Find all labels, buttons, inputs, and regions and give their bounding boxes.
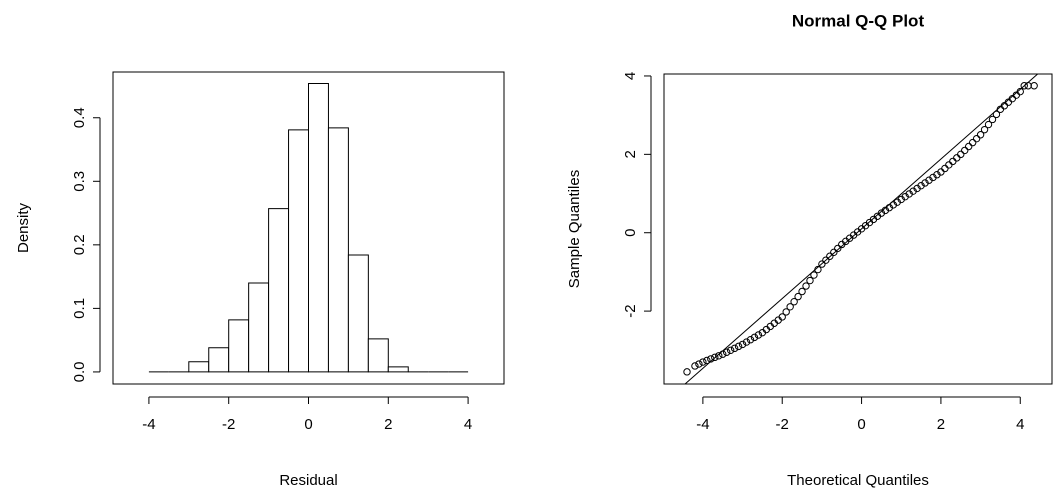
y-tick-label: 0.2 bbox=[71, 234, 88, 255]
plot-box bbox=[663, 73, 1053, 385]
sample-point bbox=[703, 356, 711, 365]
x-tick-label: 0 bbox=[857, 416, 865, 433]
sample-point bbox=[738, 340, 747, 349]
histogram-bar bbox=[347, 254, 369, 373]
y-tick-label: 0.1 bbox=[71, 298, 88, 319]
sample-point bbox=[980, 125, 989, 134]
sample-point bbox=[683, 368, 691, 376]
histogram-bar bbox=[228, 319, 250, 373]
sample-point bbox=[964, 142, 973, 151]
x-tick-label: 4 bbox=[464, 416, 472, 433]
y-tick-label: 0 bbox=[622, 229, 639, 237]
sample-point bbox=[1020, 82, 1028, 90]
sample-point bbox=[798, 287, 806, 296]
sample-point bbox=[1016, 87, 1024, 96]
sample-point bbox=[968, 138, 977, 147]
x-tick-label: 4 bbox=[1016, 416, 1024, 433]
sample-point bbox=[715, 352, 723, 360]
histogram-bar bbox=[248, 282, 270, 373]
sample-point bbox=[826, 252, 834, 260]
chart-title: Normal Q-Q Plot bbox=[792, 11, 925, 30]
sample-point bbox=[730, 344, 739, 353]
x-tick-label: 2 bbox=[937, 416, 945, 433]
sample-point bbox=[830, 248, 838, 257]
histogram-bar bbox=[268, 208, 290, 373]
sample-point bbox=[810, 271, 818, 279]
sample-point bbox=[754, 331, 763, 339]
histogram-bar bbox=[367, 338, 389, 373]
x-tick-label: -2 bbox=[776, 416, 789, 433]
x-tick-label: 0 bbox=[304, 416, 312, 433]
plot-area bbox=[683, 74, 1039, 384]
sample-point bbox=[949, 157, 957, 166]
sample-point bbox=[699, 358, 707, 366]
sample-point bbox=[1024, 82, 1032, 90]
x-tick-label: -4 bbox=[696, 416, 709, 433]
plot-box bbox=[112, 71, 505, 385]
sample-point bbox=[746, 336, 755, 344]
histogram-bar bbox=[208, 347, 230, 373]
sample-point bbox=[707, 355, 715, 363]
y-axis-label: Sample Quantiles bbox=[566, 170, 583, 288]
sample-point bbox=[976, 131, 985, 139]
sample-point bbox=[695, 360, 703, 368]
sample-point bbox=[988, 115, 997, 124]
y-tick-label: 4 bbox=[622, 72, 639, 80]
sample-point bbox=[786, 303, 794, 311]
sample-point bbox=[941, 164, 949, 173]
x-tick-label: 2 bbox=[384, 416, 392, 433]
x-tick-label: -4 bbox=[142, 416, 155, 433]
sample-point bbox=[782, 308, 790, 316]
sample-point bbox=[806, 276, 814, 285]
sample-point bbox=[945, 161, 953, 169]
histogram-bar bbox=[387, 366, 409, 373]
x-axis-label: Residual bbox=[279, 472, 337, 489]
sample-point bbox=[794, 292, 802, 301]
y-tick-label: 0.0 bbox=[71, 361, 88, 382]
sample-point bbox=[818, 260, 826, 268]
sample-point bbox=[802, 282, 810, 290]
reference-line bbox=[684, 74, 1039, 384]
sample-point bbox=[953, 154, 961, 162]
histogram-bar bbox=[327, 127, 349, 373]
sample-point bbox=[790, 297, 798, 306]
x-tick-label: -2 bbox=[222, 416, 235, 433]
sample-point bbox=[822, 256, 830, 264]
x-axis-label: Theoretical Quantiles bbox=[787, 472, 929, 489]
sample-point bbox=[711, 353, 719, 362]
sample-point bbox=[719, 350, 727, 358]
histogram-bar bbox=[288, 129, 309, 373]
y-tick-label: 0.4 bbox=[71, 107, 88, 128]
y-tick-label: -2 bbox=[622, 304, 639, 317]
sample-point bbox=[734, 342, 743, 351]
histogram-bar bbox=[308, 82, 329, 373]
sample-point bbox=[722, 348, 731, 356]
sample-point bbox=[691, 362, 699, 370]
sample-point bbox=[750, 333, 759, 342]
sample-point bbox=[742, 338, 751, 346]
sample-point bbox=[726, 346, 735, 354]
sample-point bbox=[992, 110, 1001, 119]
sample-point bbox=[984, 120, 993, 129]
y-tick-label: 0.3 bbox=[71, 171, 88, 192]
sample-point bbox=[957, 150, 965, 159]
y-tick-label: 2 bbox=[622, 150, 639, 158]
histogram-bar bbox=[188, 361, 210, 373]
sample-point bbox=[778, 313, 786, 321]
sample-point bbox=[834, 244, 842, 253]
sample-point bbox=[814, 265, 822, 274]
sample-point bbox=[961, 146, 969, 155]
sample-point bbox=[1030, 82, 1038, 90]
y-axis-label: Density bbox=[15, 202, 32, 253]
sample-point bbox=[972, 134, 981, 143]
